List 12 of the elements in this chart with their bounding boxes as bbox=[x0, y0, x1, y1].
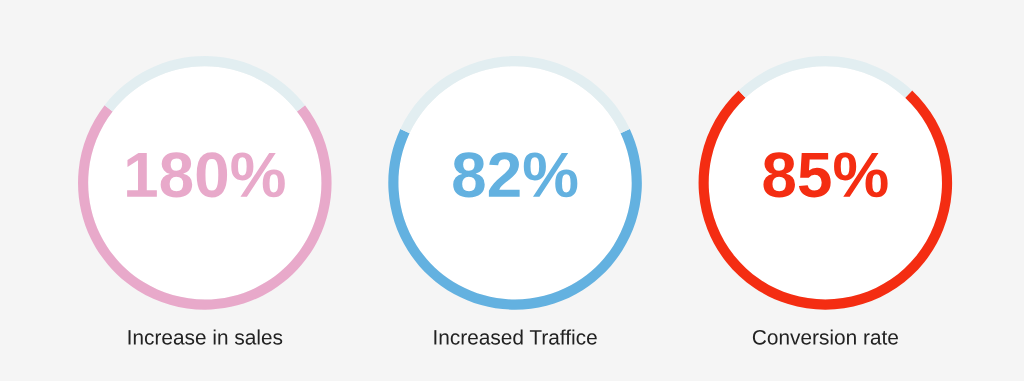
text: Increased Traffice bbox=[434, 329, 597, 345]
text: Conversion rate bbox=[752, 329, 898, 345]
text: 82% bbox=[453, 152, 578, 198]
donut-slice bbox=[104, 56, 305, 112]
donut-slice bbox=[400, 56, 630, 134]
donut-slice bbox=[698, 90, 953, 310]
donut-slice bbox=[78, 105, 332, 310]
text: Increase in sales bbox=[128, 329, 283, 345]
donut-slice bbox=[738, 56, 913, 98]
text: 85% bbox=[763, 152, 888, 198]
donut-slice bbox=[388, 128, 642, 310]
text: 180% bbox=[127, 152, 285, 198]
